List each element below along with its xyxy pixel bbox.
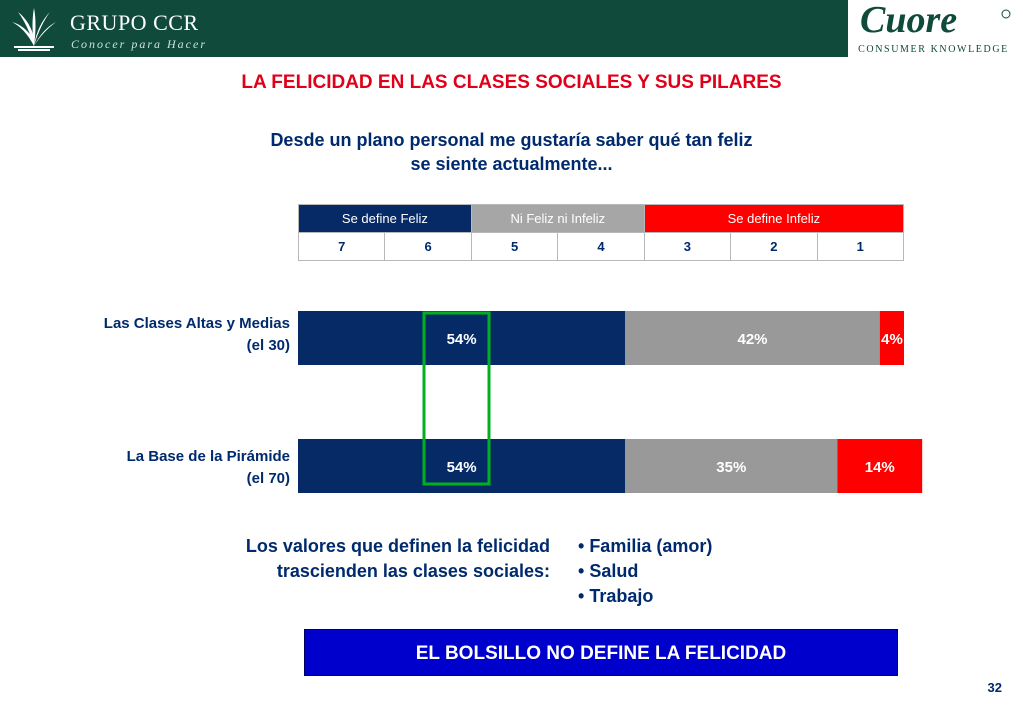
- partner-tagline: CONSUMER KNOWLEDGE: [858, 44, 1009, 55]
- data-label: 14%: [865, 459, 895, 476]
- values-statement-line: trascienden las clases sociales:: [276, 561, 550, 581]
- values-statement: Los valores que definen la felicidad tra…: [100, 534, 550, 584]
- scale-point: 5: [470, 232, 559, 261]
- data-label: 35%: [716, 459, 746, 476]
- bar-segment-feliz: [298, 311, 626, 365]
- category-label-altas: Las Clases Altas y Medias (el 30): [0, 313, 290, 357]
- data-label: 4%: [881, 331, 903, 348]
- partner-logo-panel: [848, 0, 1023, 57]
- cuore-logo-icon: Cuore: [860, 0, 1011, 40]
- scale-point: 6: [384, 232, 472, 261]
- scale-group-feliz: Se define Feliz: [298, 204, 472, 233]
- category-label-line: (el 30): [246, 337, 290, 354]
- scale-group-infeliz: Se define Infeliz: [643, 204, 905, 233]
- header-bar: GRUPO CCR Conocer para Hacer Cuore CONSU…: [0, 0, 1023, 57]
- scale-legend-table: Se define Feliz Ni Feliz ni Infeliz Se d…: [297, 204, 905, 261]
- list-item: Familia (amor): [578, 534, 712, 559]
- survey-question-line: Desde un plano personal me gustaría sabe…: [270, 130, 753, 150]
- survey-question-line: se siente actualmente...: [410, 154, 613, 174]
- list-item: Salud: [578, 559, 712, 584]
- scale-point: 3: [643, 232, 732, 261]
- conclusion-banner: EL BOLSILLO NO DEFINE LA FELICIDAD: [304, 629, 898, 676]
- category-label-line: Las Clases Altas y Medias: [103, 315, 290, 332]
- scale-point: 7: [297, 232, 386, 261]
- data-label: 42%: [737, 331, 767, 348]
- category-label-line: (el 70): [246, 470, 290, 487]
- bar-segment-infeliz: [837, 439, 923, 493]
- brand-name: GRUPO CCR: [70, 10, 199, 35]
- values-statement-line: Los valores que definen la felicidad: [245, 536, 550, 556]
- survey-question: Desde un plano personal me gustaría sabe…: [0, 128, 1023, 176]
- page-title: LA FELICIDAD EN LAS CLASES SOCIALES Y SU…: [241, 72, 782, 93]
- brand-tagline: Conocer para Hacer: [71, 37, 207, 51]
- svg-text:Cuore: Cuore: [860, 0, 957, 40]
- data-label: 54%: [447, 331, 477, 348]
- category-label-base: La Base de la Pirámide (el 70): [0, 446, 290, 490]
- scale-group-neutral: Ni Feliz ni Infeliz: [470, 204, 645, 233]
- list-item: Trabajo: [578, 584, 712, 609]
- pillars-list: Familia (amor) Salud Trabajo: [578, 534, 712, 609]
- data-label: 54%: [447, 459, 477, 476]
- grupo-ccr-logo-icon: [12, 8, 56, 51]
- bar-segment-neutral: [625, 439, 838, 493]
- highlight-box: [422, 311, 491, 486]
- bar-segment-infeliz: [879, 311, 904, 365]
- page-number: 32: [987, 680, 1002, 695]
- bar-segment-neutral: [625, 311, 880, 365]
- scale-point: 2: [730, 232, 818, 261]
- scale-point: 1: [816, 232, 905, 261]
- category-label-line: La Base de la Pirámide: [126, 448, 290, 465]
